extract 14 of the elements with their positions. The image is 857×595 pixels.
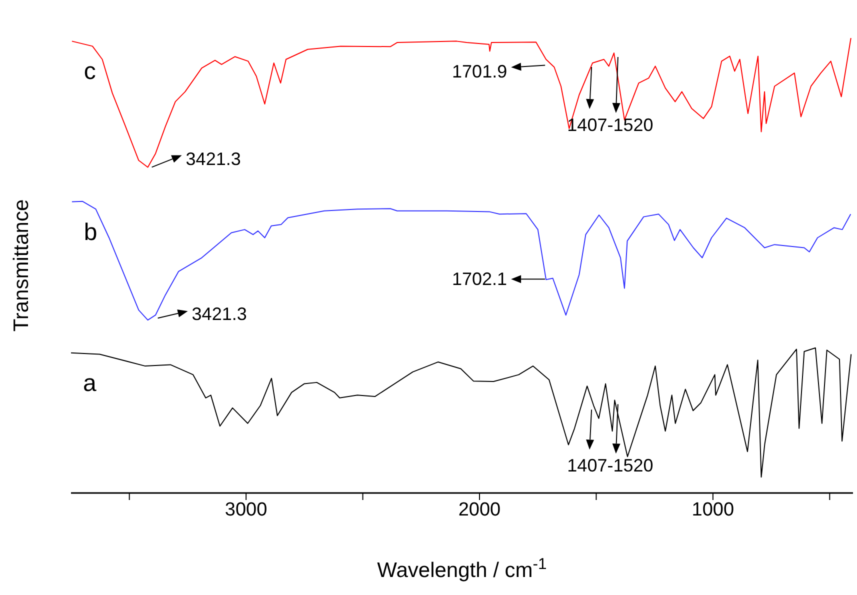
annotation: 3421.3	[192, 304, 247, 324]
annotation: 1702.1	[452, 269, 508, 290]
x-axis-title: Wavelength / cm$^{-1}$	[377, 556, 547, 582]
series-label: c	[84, 58, 96, 86]
annotation: 1407-1520	[567, 456, 654, 476]
annotation: 1407-1520	[567, 115, 654, 136]
y-axis-title: Transmittance	[10, 199, 33, 332]
series-label: b	[84, 218, 98, 246]
x-tick-label: 1000	[692, 499, 734, 520]
x-tick-label: 2000	[458, 499, 501, 520]
series-label: a	[83, 370, 97, 397]
x-tick-label: 3000	[224, 499, 268, 520]
annotation: 1701.9	[452, 61, 508, 82]
annotation: 3421.3	[186, 149, 241, 170]
